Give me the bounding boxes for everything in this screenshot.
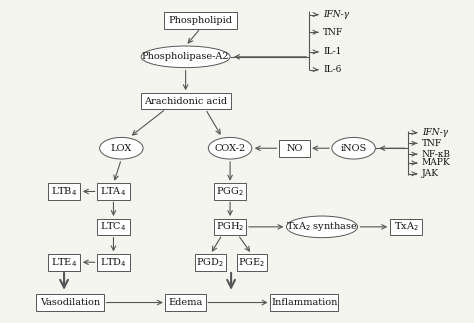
Ellipse shape (141, 46, 230, 68)
Text: COX-2: COX-2 (214, 144, 246, 153)
FancyBboxPatch shape (165, 294, 206, 311)
Text: PGH$_2$: PGH$_2$ (216, 221, 244, 233)
FancyBboxPatch shape (97, 218, 130, 235)
Text: LTA$_4$: LTA$_4$ (100, 185, 127, 198)
Text: LTC$_4$: LTC$_4$ (100, 221, 127, 233)
Text: PGG$_2$: PGG$_2$ (216, 185, 244, 198)
Text: LOX: LOX (111, 144, 132, 153)
FancyBboxPatch shape (390, 218, 422, 235)
Text: TxA$_2$: TxA$_2$ (393, 221, 419, 233)
Text: NF-κB: NF-κB (422, 150, 451, 159)
Text: MAPK: MAPK (422, 159, 451, 167)
FancyBboxPatch shape (270, 294, 338, 311)
FancyBboxPatch shape (141, 93, 230, 109)
Text: Phospholipid: Phospholipid (168, 16, 232, 25)
Text: IFN-γ: IFN-γ (422, 128, 448, 137)
Text: IL-1: IL-1 (323, 47, 341, 57)
Text: Phospholipase-A2: Phospholipase-A2 (142, 52, 229, 61)
Text: IFN-γ: IFN-γ (323, 10, 349, 19)
FancyBboxPatch shape (195, 254, 226, 271)
FancyBboxPatch shape (36, 294, 104, 311)
Ellipse shape (209, 137, 252, 159)
Ellipse shape (332, 137, 375, 159)
Text: iNOS: iNOS (340, 144, 367, 153)
FancyBboxPatch shape (97, 254, 130, 271)
FancyBboxPatch shape (214, 183, 246, 200)
FancyBboxPatch shape (279, 140, 310, 157)
Text: Inflammation: Inflammation (271, 298, 337, 307)
Text: PGD$_2$: PGD$_2$ (196, 256, 224, 269)
Text: Edema: Edema (168, 298, 203, 307)
FancyBboxPatch shape (97, 183, 130, 200)
Text: PGE$_2$: PGE$_2$ (238, 256, 265, 269)
Text: LTB$_4$: LTB$_4$ (51, 185, 77, 198)
Text: IL-6: IL-6 (323, 65, 341, 74)
FancyBboxPatch shape (164, 12, 237, 29)
Text: NO: NO (286, 144, 302, 153)
FancyBboxPatch shape (237, 254, 267, 271)
Text: TxA$_2$ synthase: TxA$_2$ synthase (286, 220, 358, 233)
FancyBboxPatch shape (48, 254, 81, 271)
Text: JAK: JAK (422, 169, 439, 178)
Text: LTD$_4$: LTD$_4$ (100, 256, 127, 269)
Ellipse shape (100, 137, 143, 159)
Text: Arachidonic acid: Arachidonic acid (144, 97, 227, 106)
Text: Vasodilation: Vasodilation (40, 298, 100, 307)
FancyBboxPatch shape (48, 183, 81, 200)
Ellipse shape (286, 216, 357, 238)
Text: LTE$_4$: LTE$_4$ (51, 256, 77, 269)
Text: TNF: TNF (323, 28, 343, 37)
Text: TNF: TNF (422, 139, 442, 148)
FancyBboxPatch shape (214, 218, 246, 235)
